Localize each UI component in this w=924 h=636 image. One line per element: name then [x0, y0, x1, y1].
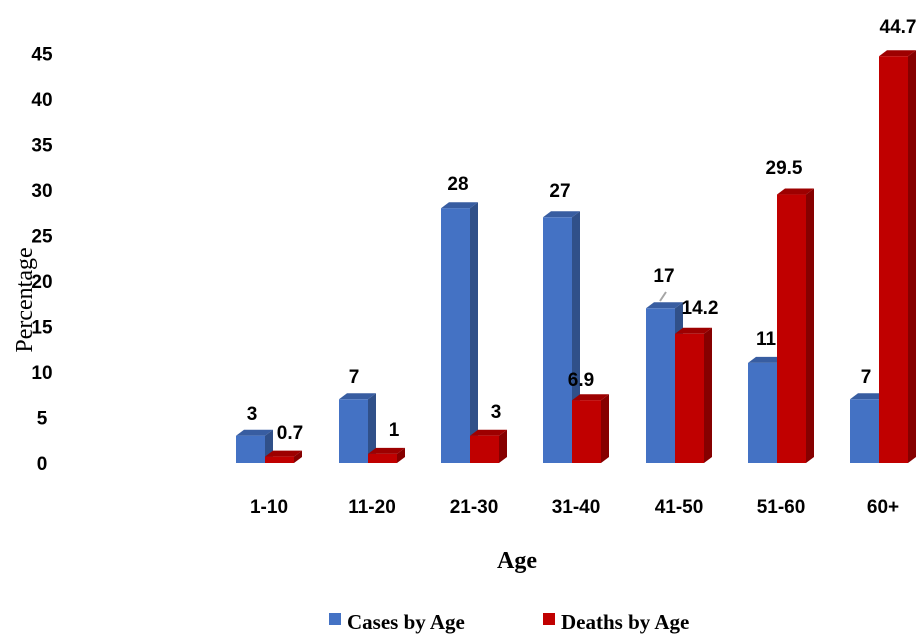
y-tick-label: 45	[31, 45, 53, 66]
legend-label-deaths: Deaths by Age	[561, 610, 689, 634]
legend-label-cases: Cases by Age	[347, 610, 465, 634]
bar-series	[236, 50, 916, 464]
data-labels: 3 0.7 7 1 28 3 27 6.9 17 14.2 11 29.5 7 44.7	[247, 17, 917, 444]
x-tick-label: 21-30	[450, 497, 499, 518]
y-tick-label: 35	[31, 136, 53, 157]
bar-data-label: 27	[549, 181, 570, 202]
bar	[777, 188, 814, 464]
bar	[368, 447, 405, 463]
bar	[879, 50, 916, 463]
legend-swatch-cases	[329, 613, 341, 625]
bar-data-label: 28	[447, 174, 468, 195]
legend: Cases by Age Deaths by Age	[329, 610, 689, 634]
bar-data-label: 3	[491, 402, 502, 423]
bar-data-label: 44.7	[880, 17, 917, 38]
legend-swatch-deaths	[543, 613, 555, 625]
y-tick-label: 0	[37, 454, 48, 475]
x-axis-title: Age	[497, 548, 537, 574]
bar-data-label: 0.7	[277, 423, 303, 444]
x-tick-label: 11-20	[348, 497, 396, 518]
y-tick-label: 15	[31, 318, 53, 339]
y-axis-title: Percentage	[12, 247, 38, 352]
y-tick-label: 10	[31, 363, 52, 384]
bar-data-label: 14.2	[682, 298, 719, 319]
x-tick-label: 41-50	[655, 497, 704, 518]
bar	[339, 393, 376, 463]
bar-data-label: 17	[653, 266, 674, 287]
bar	[470, 429, 507, 463]
y-tick-label: 40	[31, 90, 52, 111]
bar-data-label: 7	[861, 367, 872, 388]
bar	[675, 327, 712, 463]
bar-data-label: 29.5	[766, 158, 803, 179]
bar-data-label: 1	[389, 420, 400, 441]
x-tick-label: 1-10	[250, 497, 288, 518]
bar-data-label: 3	[247, 404, 258, 425]
y-tick-label: 25	[31, 227, 53, 248]
x-tick-label: 31-40	[552, 497, 601, 518]
bar	[572, 394, 609, 463]
leader-line	[659, 291, 667, 302]
bar-data-label: 6.9	[568, 370, 594, 391]
y-axis-ticks: 0 5 10 15 20 25 30 35 40 45	[31, 45, 53, 476]
y-tick-label: 30	[31, 181, 52, 202]
x-tick-label: 60+	[867, 497, 899, 518]
x-axis-ticks: 1-10 11-20 21-30 31-40 41-50 51-60 60+	[250, 497, 899, 518]
y-tick-label: 5	[37, 409, 48, 430]
bar-data-label: 7	[349, 367, 360, 388]
bar-data-label: 11	[756, 329, 777, 350]
x-tick-label: 51-60	[757, 497, 806, 518]
bar	[265, 450, 302, 463]
bar	[441, 202, 478, 463]
y-tick-label: 20	[31, 272, 52, 293]
